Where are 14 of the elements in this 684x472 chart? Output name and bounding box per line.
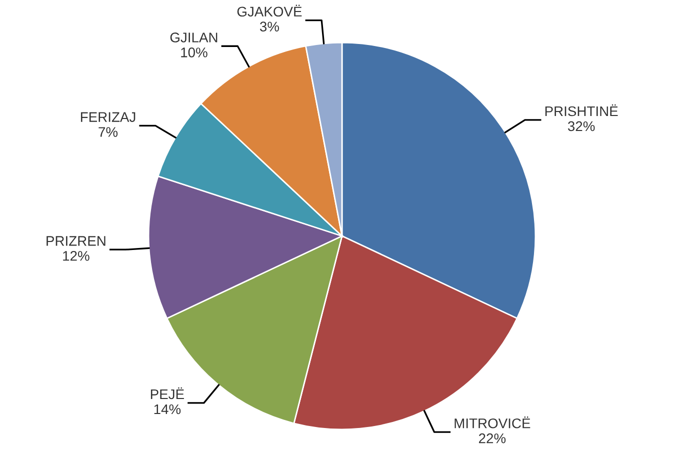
data-label: 22% [478, 433, 506, 444]
slice-label: PEJË [150, 387, 184, 400]
slice-label: GJILAN [170, 32, 218, 42]
data-label: 14% [154, 404, 181, 414]
data-label: 12% [63, 250, 90, 261]
slice-label: MITROVICË [454, 416, 530, 428]
data-label: 7% [98, 127, 118, 137]
data-label: 3% [260, 22, 280, 32]
data-label: 10% [181, 48, 208, 58]
slice-label: PRISHTINË [545, 104, 618, 116]
slice-label: FERIZAJ [80, 112, 136, 122]
slice-label: GJAKOVË [237, 4, 302, 17]
data-label: 32% [568, 121, 595, 132]
slice-label: PRIZREN [46, 236, 106, 246]
